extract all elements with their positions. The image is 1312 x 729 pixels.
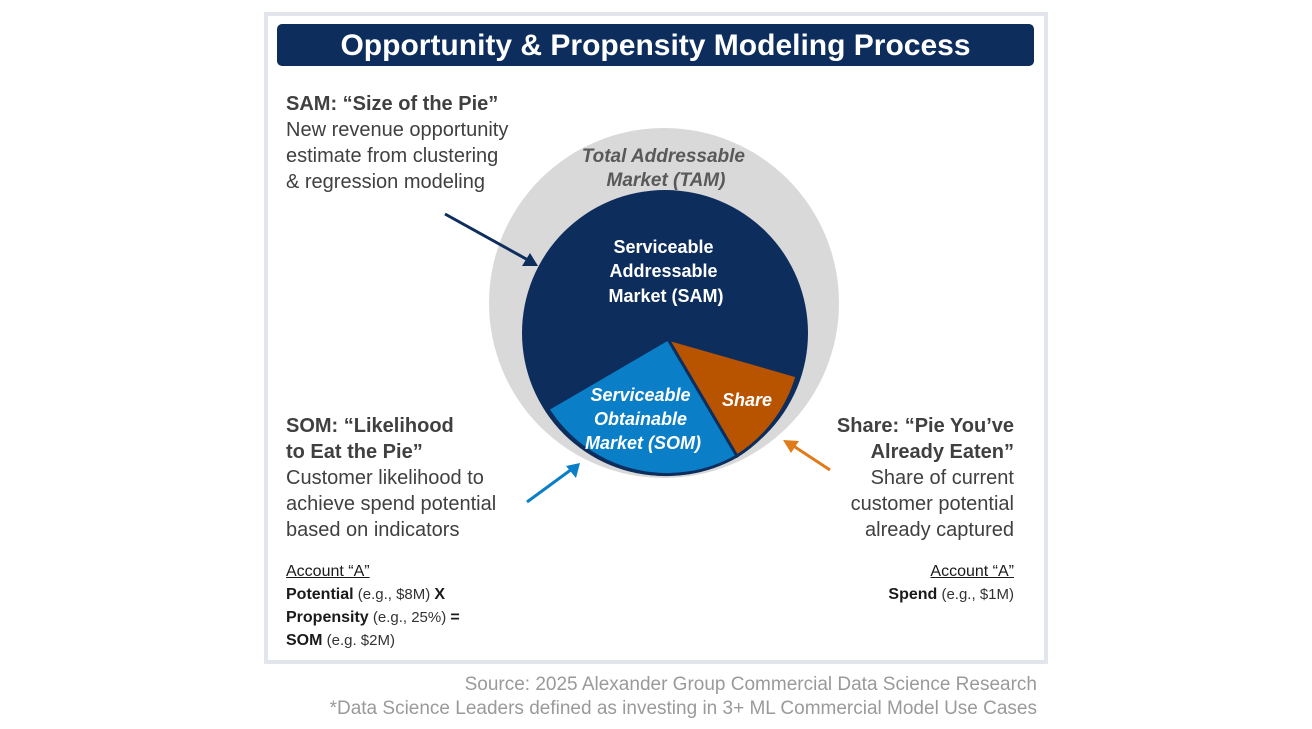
calc-line-potential: Potential (e.g., $8M) X: [286, 586, 446, 603]
som-heading-line: SOM: “Likelihood: [286, 415, 454, 437]
sam-body-line: & regression modeling: [286, 171, 485, 193]
account-label: Account “A”: [286, 563, 370, 580]
som-arrow: [526, 463, 580, 504]
som-body-line: achieve spend potential: [286, 493, 497, 515]
calc-line-spend: Spend (e.g., $1M): [888, 586, 1014, 603]
som-heading-line: to Eat the Pie”: [286, 441, 423, 463]
calc-line-propensity: Propensity (e.g., 25%) =: [286, 609, 460, 626]
source-line: Source: 2025 Alexander Group Commercial …: [464, 674, 1037, 695]
share-heading-line: Share: “Pie You’ve: [836, 415, 1014, 437]
share-description: Share: “Pie You’ve Already Eaten” Share …: [784, 413, 1014, 543]
share-slice: [664, 336, 799, 459]
sam-heading: SAM: “Size of the Pie”: [286, 93, 499, 115]
share-arrow: [783, 440, 831, 472]
sam-arrow: [444, 212, 538, 266]
som-description: SOM: “Likelihood to Eat the Pie” Custome…: [286, 413, 536, 543]
share-heading-line: Already Eaten”: [870, 441, 1014, 463]
som-body-line: based on indicators: [286, 519, 460, 541]
share-calculation: Account “A” Spend (e.g., $1M): [820, 560, 1014, 606]
share-body-line: customer potential: [850, 493, 1014, 515]
som-label: Serviceable Obtainable Market (SOM): [585, 385, 701, 453]
som-slice: [545, 336, 740, 476]
source-note: Source: 2025 Alexander Group Commercial …: [237, 673, 1037, 721]
share-body-line: Share of current: [870, 467, 1014, 489]
share-label: Share: [722, 390, 772, 410]
som-calculation: Account “A” Potential (e.g., $8M) X Prop…: [286, 560, 516, 652]
account-label: Account “A”: [930, 563, 1014, 580]
som-body-line: Customer likelihood to: [286, 467, 484, 489]
calc-line-som: SOM (e.g. $2M): [286, 632, 395, 649]
tam-label: Total Addressable Market (TAM): [582, 146, 751, 191]
sam-body-line: estimate from clustering: [286, 145, 499, 167]
page-title: Opportunity & Propensity Modeling Proces…: [277, 24, 1034, 66]
sam-body-line: New revenue opportunity: [286, 119, 509, 141]
footnote-line: *Data Science Leaders defined as investi…: [329, 698, 1037, 719]
sam-label: Serviceable Addressable Market (SAM): [608, 237, 723, 306]
sam-description: SAM: “Size of the Pie” New revenue oppor…: [286, 91, 556, 195]
share-body-line: already captured: [865, 519, 1014, 541]
